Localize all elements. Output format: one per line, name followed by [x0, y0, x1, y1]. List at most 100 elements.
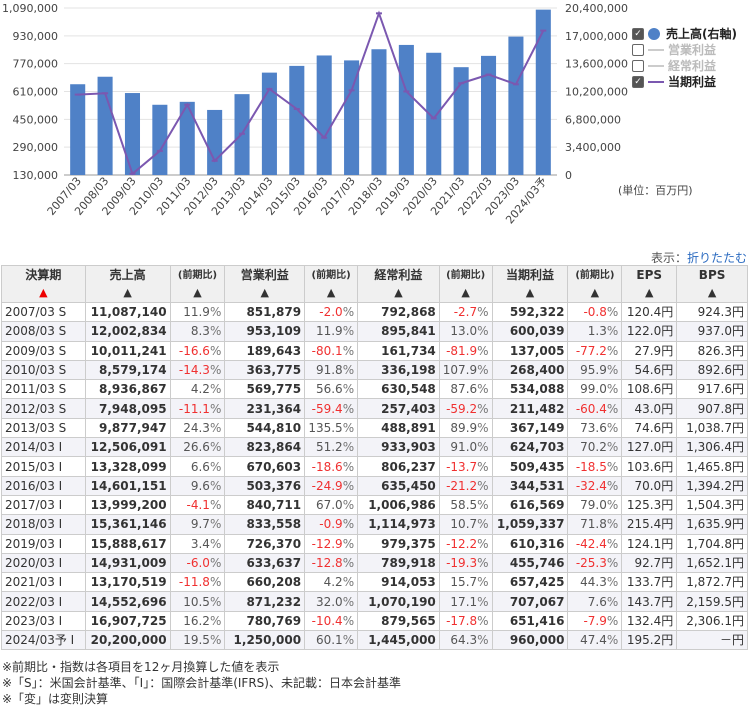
- table-cell: -21.2%: [438, 475, 493, 496]
- sort-arrow-icon[interactable]: ▲: [326, 286, 336, 299]
- table-cell: 91.8%: [304, 359, 359, 381]
- table-cell: 2014/03 I: [1, 437, 86, 458]
- legend-checkbox[interactable]: ✓: [632, 27, 644, 40]
- table-cell: 707,067: [491, 591, 569, 612]
- net-income-line: [77, 10, 545, 176]
- table-cell: 509,435: [491, 456, 569, 477]
- left-axis-tick: 770,000: [13, 58, 59, 71]
- table-cell: 2012/03 S: [1, 398, 86, 419]
- table-cell: 2016/03 I: [1, 475, 86, 496]
- table-cell: －円: [676, 630, 748, 651]
- column-header[interactable]: (前期比) ▲: [438, 265, 493, 303]
- legend-item[interactable]: ✓ 売上高(右軸): [632, 26, 737, 41]
- sort-arrow-icon[interactable]: ▲: [707, 286, 717, 299]
- table-cell: 143.7円: [621, 591, 678, 612]
- column-header[interactable]: 当期利益 ▲: [491, 265, 569, 303]
- sort-arrow-icon[interactable]: ▲: [260, 286, 269, 299]
- table-cell: 8,936,867: [84, 379, 171, 400]
- legend-item[interactable]: 営業利益: [632, 42, 737, 57]
- column-header[interactable]: 売上高 ▲: [84, 265, 171, 303]
- table-cell: 2022/03 I: [1, 591, 86, 612]
- table-row: 2010/03 S 8,579,174 -14.3% 363,775 91.8% 336,…: [1, 359, 748, 381]
- table-cell: 231,364: [224, 398, 306, 419]
- table-cell: 503,376: [224, 475, 306, 496]
- table-cell: 534,088: [491, 379, 569, 400]
- table-cell: -60.4%: [567, 398, 623, 419]
- table-cell: 215.4円: [621, 514, 678, 535]
- legend-item[interactable]: 経常利益: [632, 58, 737, 73]
- table-cell: 64.3%: [438, 630, 493, 651]
- table-cell: 610,316: [491, 533, 569, 554]
- legend-checkbox[interactable]: [632, 43, 644, 56]
- table-cell: -59.2%: [438, 398, 493, 419]
- sort-arrow-icon[interactable]: ▲: [645, 286, 654, 299]
- sort-arrow-icon[interactable]: ▲: [123, 286, 132, 299]
- legend-checkbox[interactable]: [632, 59, 644, 72]
- sales-bar: [426, 52, 442, 175]
- table-cell: 26.6%: [169, 437, 226, 458]
- legend-item[interactable]: ✓ 当期利益: [632, 74, 737, 89]
- left-axis-tick: 130,000: [13, 169, 59, 182]
- collapse-link[interactable]: 折りたたむ: [686, 251, 747, 265]
- table-cell: -12.8%: [304, 552, 359, 574]
- table-cell: -77.2%: [567, 340, 623, 361]
- column-header-label: 当期利益: [506, 268, 555, 282]
- column-header[interactable]: 営業利益 ▲: [224, 265, 306, 303]
- column-header-label: 決算期: [25, 268, 62, 282]
- table-cell: 211,482: [491, 398, 569, 419]
- table-cell: 2018/03 I: [1, 514, 86, 535]
- column-header[interactable]: (前期比) ▲: [567, 265, 623, 303]
- column-header[interactable]: 経常利益 ▲: [357, 265, 440, 303]
- line-marker-icon: [648, 80, 664, 83]
- column-header[interactable]: EPS ▲: [621, 265, 678, 303]
- table-row: 2008/03 S 12,002,834 8.3% 953,109 11.9% 895,8…: [1, 321, 748, 342]
- table-cell: 806,237: [357, 456, 440, 477]
- left-axis-tick: 930,000: [13, 30, 59, 43]
- table-cell: 91.0%: [438, 437, 493, 458]
- column-header[interactable]: (前期比) ▲: [304, 265, 359, 303]
- table-cell: -42.4%: [567, 533, 623, 554]
- table-row: 2009/03 S 10,011,241 -16.6% 189,643 -80.1% 16…: [1, 340, 748, 361]
- table-cell: 87.6%: [438, 379, 493, 400]
- table-cell: 914,053: [357, 572, 440, 593]
- sort-arrow-icon[interactable]: ▲: [39, 286, 48, 299]
- table-body: 2007/03 S 11,087,140 11.9% 851,879 -2.0% 792,…: [1, 301, 748, 651]
- footnotes: ※前期比・指数は各項目を12ヶ月換算した値を表示 ※「S」：米国会計基準、「I」…: [2, 659, 401, 707]
- table-cell: 907.8円: [676, 398, 748, 419]
- table-cell: 917.6円: [676, 379, 748, 400]
- column-header[interactable]: BPS ▲: [676, 265, 748, 303]
- table-cell: 14,931,009: [84, 552, 171, 574]
- table-cell: 780,769: [224, 610, 306, 632]
- table-cell: 161,734: [357, 340, 440, 361]
- sales-bar: [261, 72, 277, 175]
- table-cell: 3.4%: [169, 533, 226, 554]
- sort-arrow-icon[interactable]: ▲: [590, 286, 600, 299]
- table-row: 2016/03 I 14,601,151 9.6% 503,376 -24.9% 635,…: [1, 475, 748, 496]
- sales-bar: [344, 60, 360, 175]
- sales-bar: [508, 36, 524, 176]
- table-cell: 1,006,986: [357, 494, 440, 516]
- column-header-label: EPS: [636, 268, 663, 282]
- table-cell: -11.1%: [169, 398, 226, 419]
- table-cell: 833,558: [224, 514, 306, 535]
- sort-arrow-icon[interactable]: ▲: [461, 286, 470, 299]
- table-cell: 9.6%: [169, 475, 226, 496]
- table-cell: 2013/03 S: [1, 417, 86, 439]
- column-header-label: (前期比): [177, 270, 218, 281]
- table-cell: 89.9%: [438, 417, 493, 439]
- table-cell: 137,005: [491, 340, 569, 361]
- column-header-label: 営業利益: [240, 268, 289, 282]
- sort-arrow-icon[interactable]: ▲: [193, 286, 202, 299]
- table-cell: 2019/03 I: [1, 533, 86, 554]
- table-row: 2024/03予 I 20,200,000 19.5% 1,250,000 60.1% 1…: [1, 630, 748, 651]
- column-header[interactable]: 決算期 ▲: [1, 265, 86, 303]
- sort-arrow-icon[interactable]: ▲: [394, 286, 403, 299]
- column-header[interactable]: (前期比) ▲: [169, 265, 226, 303]
- sort-arrow-icon[interactable]: ▲: [525, 286, 535, 299]
- sales-bar: [70, 84, 86, 175]
- legend-checkbox[interactable]: ✓: [632, 75, 644, 88]
- column-header-label: (前期比): [575, 270, 615, 281]
- table-row: 2013/03 S 9,877,947 24.3% 544,810 135.5% 488,…: [1, 417, 748, 439]
- table-cell: 1,465.8円: [676, 456, 748, 477]
- table-cell: 1.3%: [567, 321, 623, 342]
